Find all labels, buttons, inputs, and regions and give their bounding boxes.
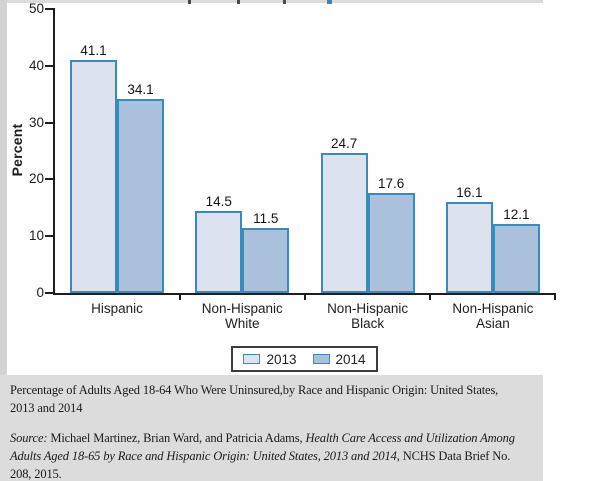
bar-chart: Percent 0 10 20 30 40 50 41.1 14.5 24.7 16.1 34.1 1…	[9, 1, 558, 331]
bar-2013-1	[195, 210, 243, 293]
bar-value-label: 12.1	[503, 207, 530, 223]
page-margin-left	[0, 0, 7, 376]
x-category-line: Non-Hispanic	[201, 301, 283, 316]
bar-2013-0	[70, 59, 117, 293]
bar-2013-3	[445, 201, 493, 293]
source-text-segment: 208, 2015.	[10, 467, 62, 481]
x-category-line: White	[225, 316, 260, 331]
bar-2013-2	[320, 152, 368, 293]
x-tick	[303, 295, 306, 300]
legend-swatch-icon	[312, 354, 330, 364]
figure-caption: Percentage of Adults Aged 18-64 Who Were…	[10, 381, 550, 417]
bar-value-label: 24.7	[330, 135, 358, 151]
bar-2014-0	[117, 99, 164, 293]
caption-line: Percentage of Adults Aged 18-64 Who Were…	[10, 383, 499, 397]
x-category-label: Non-Hispanic White	[177, 301, 307, 331]
legend-label: 2013	[266, 351, 297, 367]
bar-value-label: 14.5	[205, 193, 232, 209]
y-tick	[45, 64, 53, 67]
source-text-segment: , NCHS Data Brief No.	[396, 449, 511, 463]
x-category-label: Non-Hispanic Asian	[428, 301, 558, 331]
y-tick	[45, 8, 53, 10]
y-tick-label: 50	[28, 1, 44, 16]
bar-value-label: 41.1	[80, 42, 107, 58]
x-category-line: Hispanic	[91, 301, 143, 316]
x-category-label: Non-Hispanic Black	[303, 301, 433, 331]
x-tick	[429, 295, 432, 300]
clipped-glyph	[188, 0, 191, 4]
y-tick-label: 0	[36, 285, 44, 300]
bar-value-label: 17.6	[377, 176, 405, 192]
y-tick-label: 40	[28, 57, 44, 73]
y-tick	[45, 178, 53, 181]
source-text-segment: Health Care Access and Utilization Among	[305, 431, 515, 445]
x-category-line: Non-Hispanic	[452, 301, 534, 316]
clipped-glyph	[283, 0, 286, 4]
x-tick	[178, 295, 181, 300]
bar-value-label: 11.5	[253, 210, 279, 226]
source-text-segment: Adults Aged 18-65 by Race and Hispanic O…	[10, 449, 397, 463]
caption-band: Percentage of Adults Aged 18-64 Who Were…	[0, 375, 543, 481]
legend-label: 2014	[335, 351, 366, 367]
bar-2014-2	[367, 193, 415, 293]
clipped-title-remnant	[7, 0, 543, 4]
caption-line: 2013 and 2014	[10, 401, 83, 415]
legend-item-2014: 2014	[312, 351, 366, 367]
bar-2014-3	[492, 224, 540, 293]
legend: 2013 2014	[231, 346, 378, 372]
y-tick-label: 10	[28, 228, 44, 244]
source-text-segment: Source:	[10, 431, 48, 445]
legend-swatch-icon	[243, 354, 261, 364]
y-tick-label: 30	[28, 114, 44, 130]
x-axis-end-tick	[554, 295, 556, 300]
clipped-glyph	[327, 0, 332, 4]
y-tick	[45, 121, 53, 124]
y-tick	[45, 235, 53, 238]
clipped-glyph	[237, 0, 240, 4]
source-note: Source: Michael Martinez, Brian Ward, an…	[10, 429, 550, 481]
y-tick-label: 20	[28, 171, 44, 187]
x-category-line: Black	[351, 316, 385, 331]
bar-value-label: 34.1	[127, 82, 154, 98]
source-text-segment: Michael Martinez, Brian Ward, and Patric…	[47, 431, 306, 445]
x-category-line: Non-Hispanic	[327, 301, 409, 316]
x-axis-line	[53, 293, 556, 295]
x-category-line: Asian	[476, 316, 510, 331]
x-category-label: Hispanic	[52, 301, 182, 316]
bar-2014-1	[242, 227, 290, 293]
y-tick	[45, 292, 53, 294]
bar-value-label: 16.1	[456, 184, 483, 200]
y-axis-line	[53, 8, 55, 295]
legend-item-2013: 2013	[243, 351, 297, 367]
